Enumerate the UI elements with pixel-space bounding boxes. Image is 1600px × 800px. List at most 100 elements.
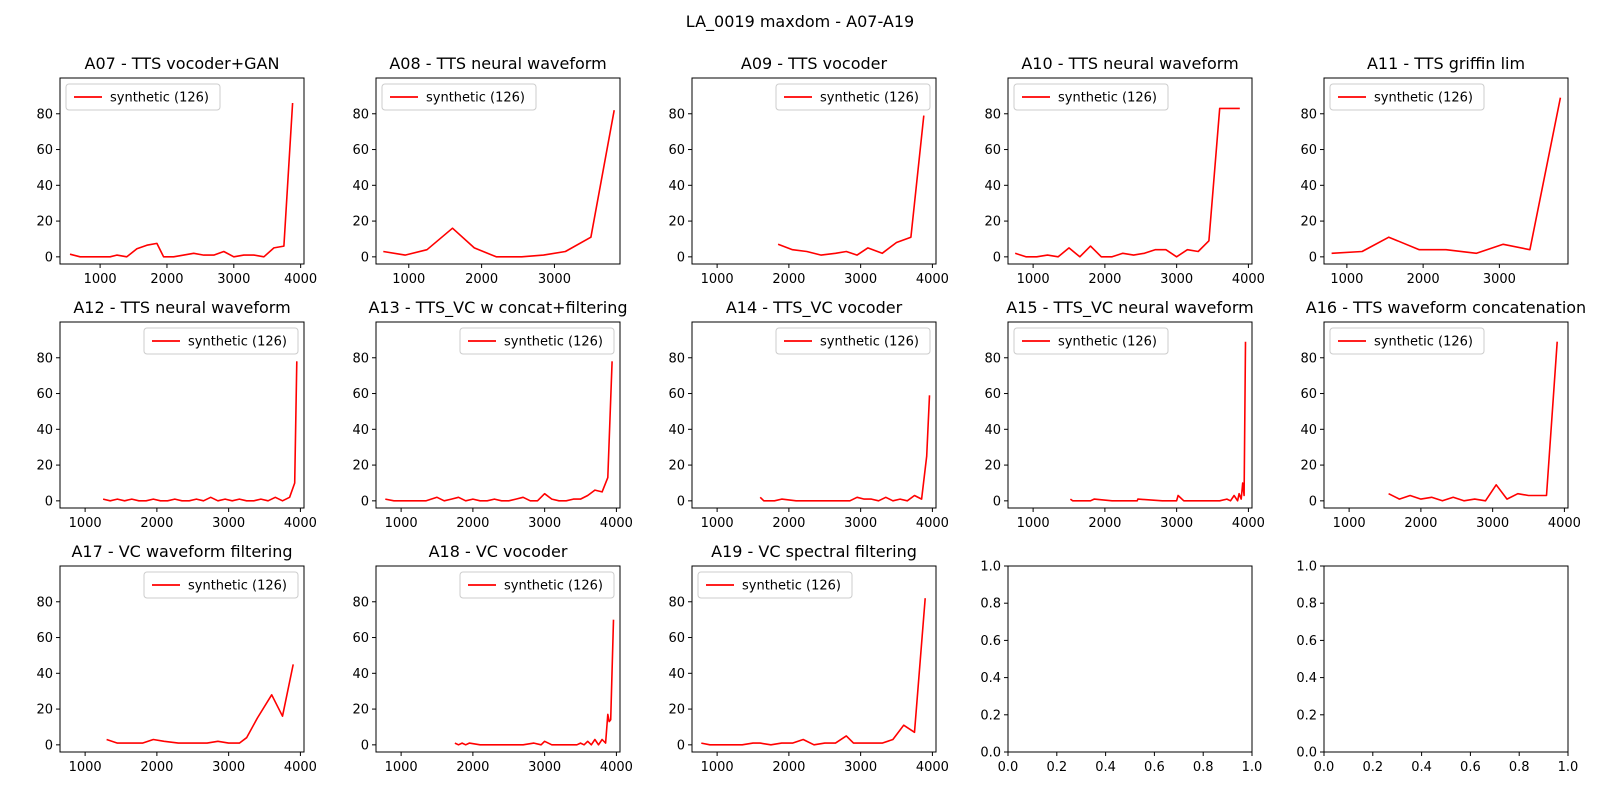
subplot-title: A13 - TTS_VC w concat+filtering: [368, 298, 627, 318]
x-tick-label: 3000: [1476, 516, 1509, 531]
x-tick-label: 1000: [385, 760, 418, 775]
y-tick-label: 40: [1300, 423, 1317, 438]
legend-label: synthetic (126): [188, 335, 287, 350]
x-tick-label: 2000: [456, 516, 489, 531]
x-tick-label: 3000: [528, 760, 561, 775]
legend-label: synthetic (126): [820, 91, 919, 106]
axes-frame: [59, 321, 305, 509]
x-tick-label: 0.0: [1314, 760, 1335, 775]
x-tick-label: 2000: [772, 516, 805, 531]
y-tick-label: 80: [36, 595, 53, 610]
x-tick-label: 2000: [1088, 516, 1121, 531]
legend-box: [775, 83, 931, 111]
x-tick-label: 1000: [701, 516, 734, 531]
y-tick-label: 40: [36, 423, 53, 438]
axes-frame: [1323, 565, 1569, 753]
y-tick-label: 0.8: [1296, 597, 1317, 612]
series-line: [102, 361, 298, 502]
series-line: [701, 598, 926, 746]
y-tick-label: 40: [36, 179, 53, 194]
x-tick-label: 0.6: [1460, 760, 1481, 775]
series-line: [1388, 341, 1558, 502]
subplot-2: A08 - TTS neural waveform 1000 2000 3000 0 20…: [352, 54, 621, 287]
x-tick-label: 4000: [284, 760, 317, 775]
y-tick-label: 80: [36, 351, 53, 366]
x-tick-label: 0.4: [1095, 760, 1116, 775]
series-line: [759, 395, 931, 502]
y-tick-label: 0: [361, 738, 369, 753]
subplot-title: A12 - TTS neural waveform: [73, 298, 290, 317]
axes-frame: [691, 321, 937, 509]
axes-frame: [691, 565, 937, 753]
subplot-13: A19 - VC spectral filtering 1000 2000 3000 4…: [668, 542, 949, 775]
series-line: [454, 619, 615, 746]
x-tick-label: 4000: [284, 272, 317, 287]
x-tick-label: 1000: [69, 516, 102, 531]
subplot-12: A18 - VC vocoder 1000 2000 3000 4000 0 20 40 60 8…: [352, 542, 633, 775]
x-tick-label: 3000: [1483, 272, 1516, 287]
y-tick-label: 0: [45, 250, 53, 265]
y-tick-label: 0.0: [980, 746, 1001, 761]
y-tick-label: 80: [1300, 351, 1317, 366]
x-tick-label: 0.2: [1046, 760, 1067, 775]
legend-label: synthetic (126): [1374, 91, 1473, 106]
axes-frame: [1007, 77, 1253, 265]
subplot-title: A11 - TTS griffin lim: [1367, 54, 1525, 73]
x-tick-label: 3000: [528, 516, 561, 531]
subplot-title: A10 - TTS neural waveform: [1021, 54, 1238, 73]
y-tick-label: 80: [668, 107, 685, 122]
legend-label: synthetic (126): [426, 91, 525, 106]
x-tick-label: 2000: [140, 516, 173, 531]
legend-box: [459, 327, 615, 355]
axes-frame: [59, 77, 305, 265]
legend-box: [1013, 83, 1169, 111]
y-tick-label: 40: [984, 179, 1001, 194]
y-tick-label: 0: [361, 250, 369, 265]
y-tick-label: 20: [668, 459, 685, 474]
series-line: [383, 110, 615, 258]
y-tick-label: 40: [1300, 179, 1317, 194]
y-tick-label: 40: [352, 423, 369, 438]
x-tick-label: 2000: [772, 760, 805, 775]
axes-frame: [375, 77, 621, 265]
x-tick-label: 0.8: [1509, 760, 1530, 775]
subplot-1: A07 - TTS vocoder+GAN 1000 2000 3000 4000 0 20…: [36, 54, 317, 287]
y-tick-label: 20: [984, 215, 1001, 230]
x-tick-label: 3000: [844, 760, 877, 775]
y-tick-label: 40: [352, 667, 369, 682]
x-tick-label: 2000: [456, 760, 489, 775]
subplot-9: A15 - TTS_VC neural waveform 1000 2000 3000…: [984, 298, 1265, 531]
y-tick-label: 20: [668, 215, 685, 230]
subplot-title: A18 - VC vocoder: [429, 542, 568, 561]
subplot-7: A13 - TTS_VC w concat+filtering 1000 2000 3…: [352, 298, 633, 531]
y-tick-label: 40: [668, 179, 685, 194]
y-tick-label: 0.0: [1296, 746, 1317, 761]
y-tick-label: 60: [36, 631, 53, 646]
legend-label: synthetic (126): [1374, 335, 1473, 350]
y-tick-label: 80: [1300, 107, 1317, 122]
y-tick-label: 20: [668, 703, 685, 718]
y-tick-label: 0.4: [980, 671, 1001, 686]
y-tick-label: 0.8: [980, 597, 1001, 612]
x-tick-label: 4000: [916, 516, 949, 531]
y-tick-label: 60: [352, 631, 369, 646]
axes-frame: [1323, 321, 1569, 509]
x-tick-label: 3000: [217, 272, 250, 287]
legend-label: synthetic (126): [504, 335, 603, 350]
legend-box: [381, 83, 537, 111]
x-tick-label: 3000: [844, 516, 877, 531]
subplot-5: A11 - TTS griffin lim 1000 2000 3000 0 20 40 60…: [1300, 54, 1569, 287]
y-tick-label: 0.4: [1296, 671, 1317, 686]
subplot-title: A08 - TTS neural waveform: [389, 54, 606, 73]
legend-box: [775, 327, 931, 355]
subplot-15: 0.0 0.2 0.4 0.6 0.8 1.0 0.0 0.2 0.4 0.6 0.8 1.0: [1296, 560, 1578, 776]
x-tick-label: 1000: [1017, 272, 1050, 287]
y-tick-label: 20: [36, 459, 53, 474]
y-tick-label: 60: [36, 387, 53, 402]
y-tick-label: 40: [668, 423, 685, 438]
figure-title: LA_0019 maxdom - A07-A19: [685, 12, 915, 31]
x-tick-label: 4000: [1232, 516, 1265, 531]
axes-frame: [1323, 77, 1569, 265]
subplot-title: A09 - TTS vocoder: [741, 54, 888, 73]
